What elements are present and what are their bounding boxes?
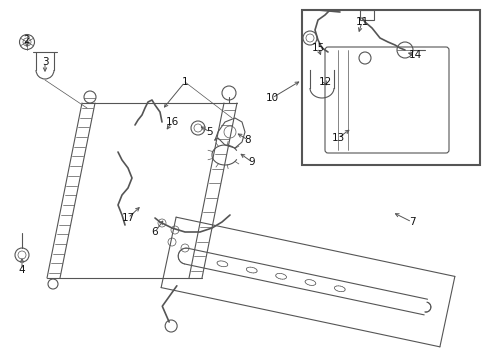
- Text: 7: 7: [408, 217, 414, 227]
- Text: 9: 9: [248, 157, 255, 167]
- Text: 6: 6: [151, 227, 158, 237]
- Text: 10: 10: [265, 93, 278, 103]
- Text: 3: 3: [41, 57, 48, 67]
- Text: 8: 8: [244, 135, 251, 145]
- Text: 11: 11: [355, 17, 368, 27]
- Text: 17: 17: [121, 213, 134, 223]
- Text: 5: 5: [206, 127, 213, 137]
- Text: 1: 1: [182, 77, 188, 87]
- Text: 13: 13: [331, 133, 344, 143]
- Text: 12: 12: [318, 77, 331, 87]
- Bar: [302, 10, 479, 165]
- Text: 16: 16: [165, 117, 178, 127]
- Bar: [359, 10, 373, 20]
- Text: 14: 14: [407, 50, 421, 60]
- Text: 2: 2: [23, 35, 30, 45]
- Text: 15: 15: [311, 43, 324, 53]
- Text: 4: 4: [19, 265, 25, 275]
